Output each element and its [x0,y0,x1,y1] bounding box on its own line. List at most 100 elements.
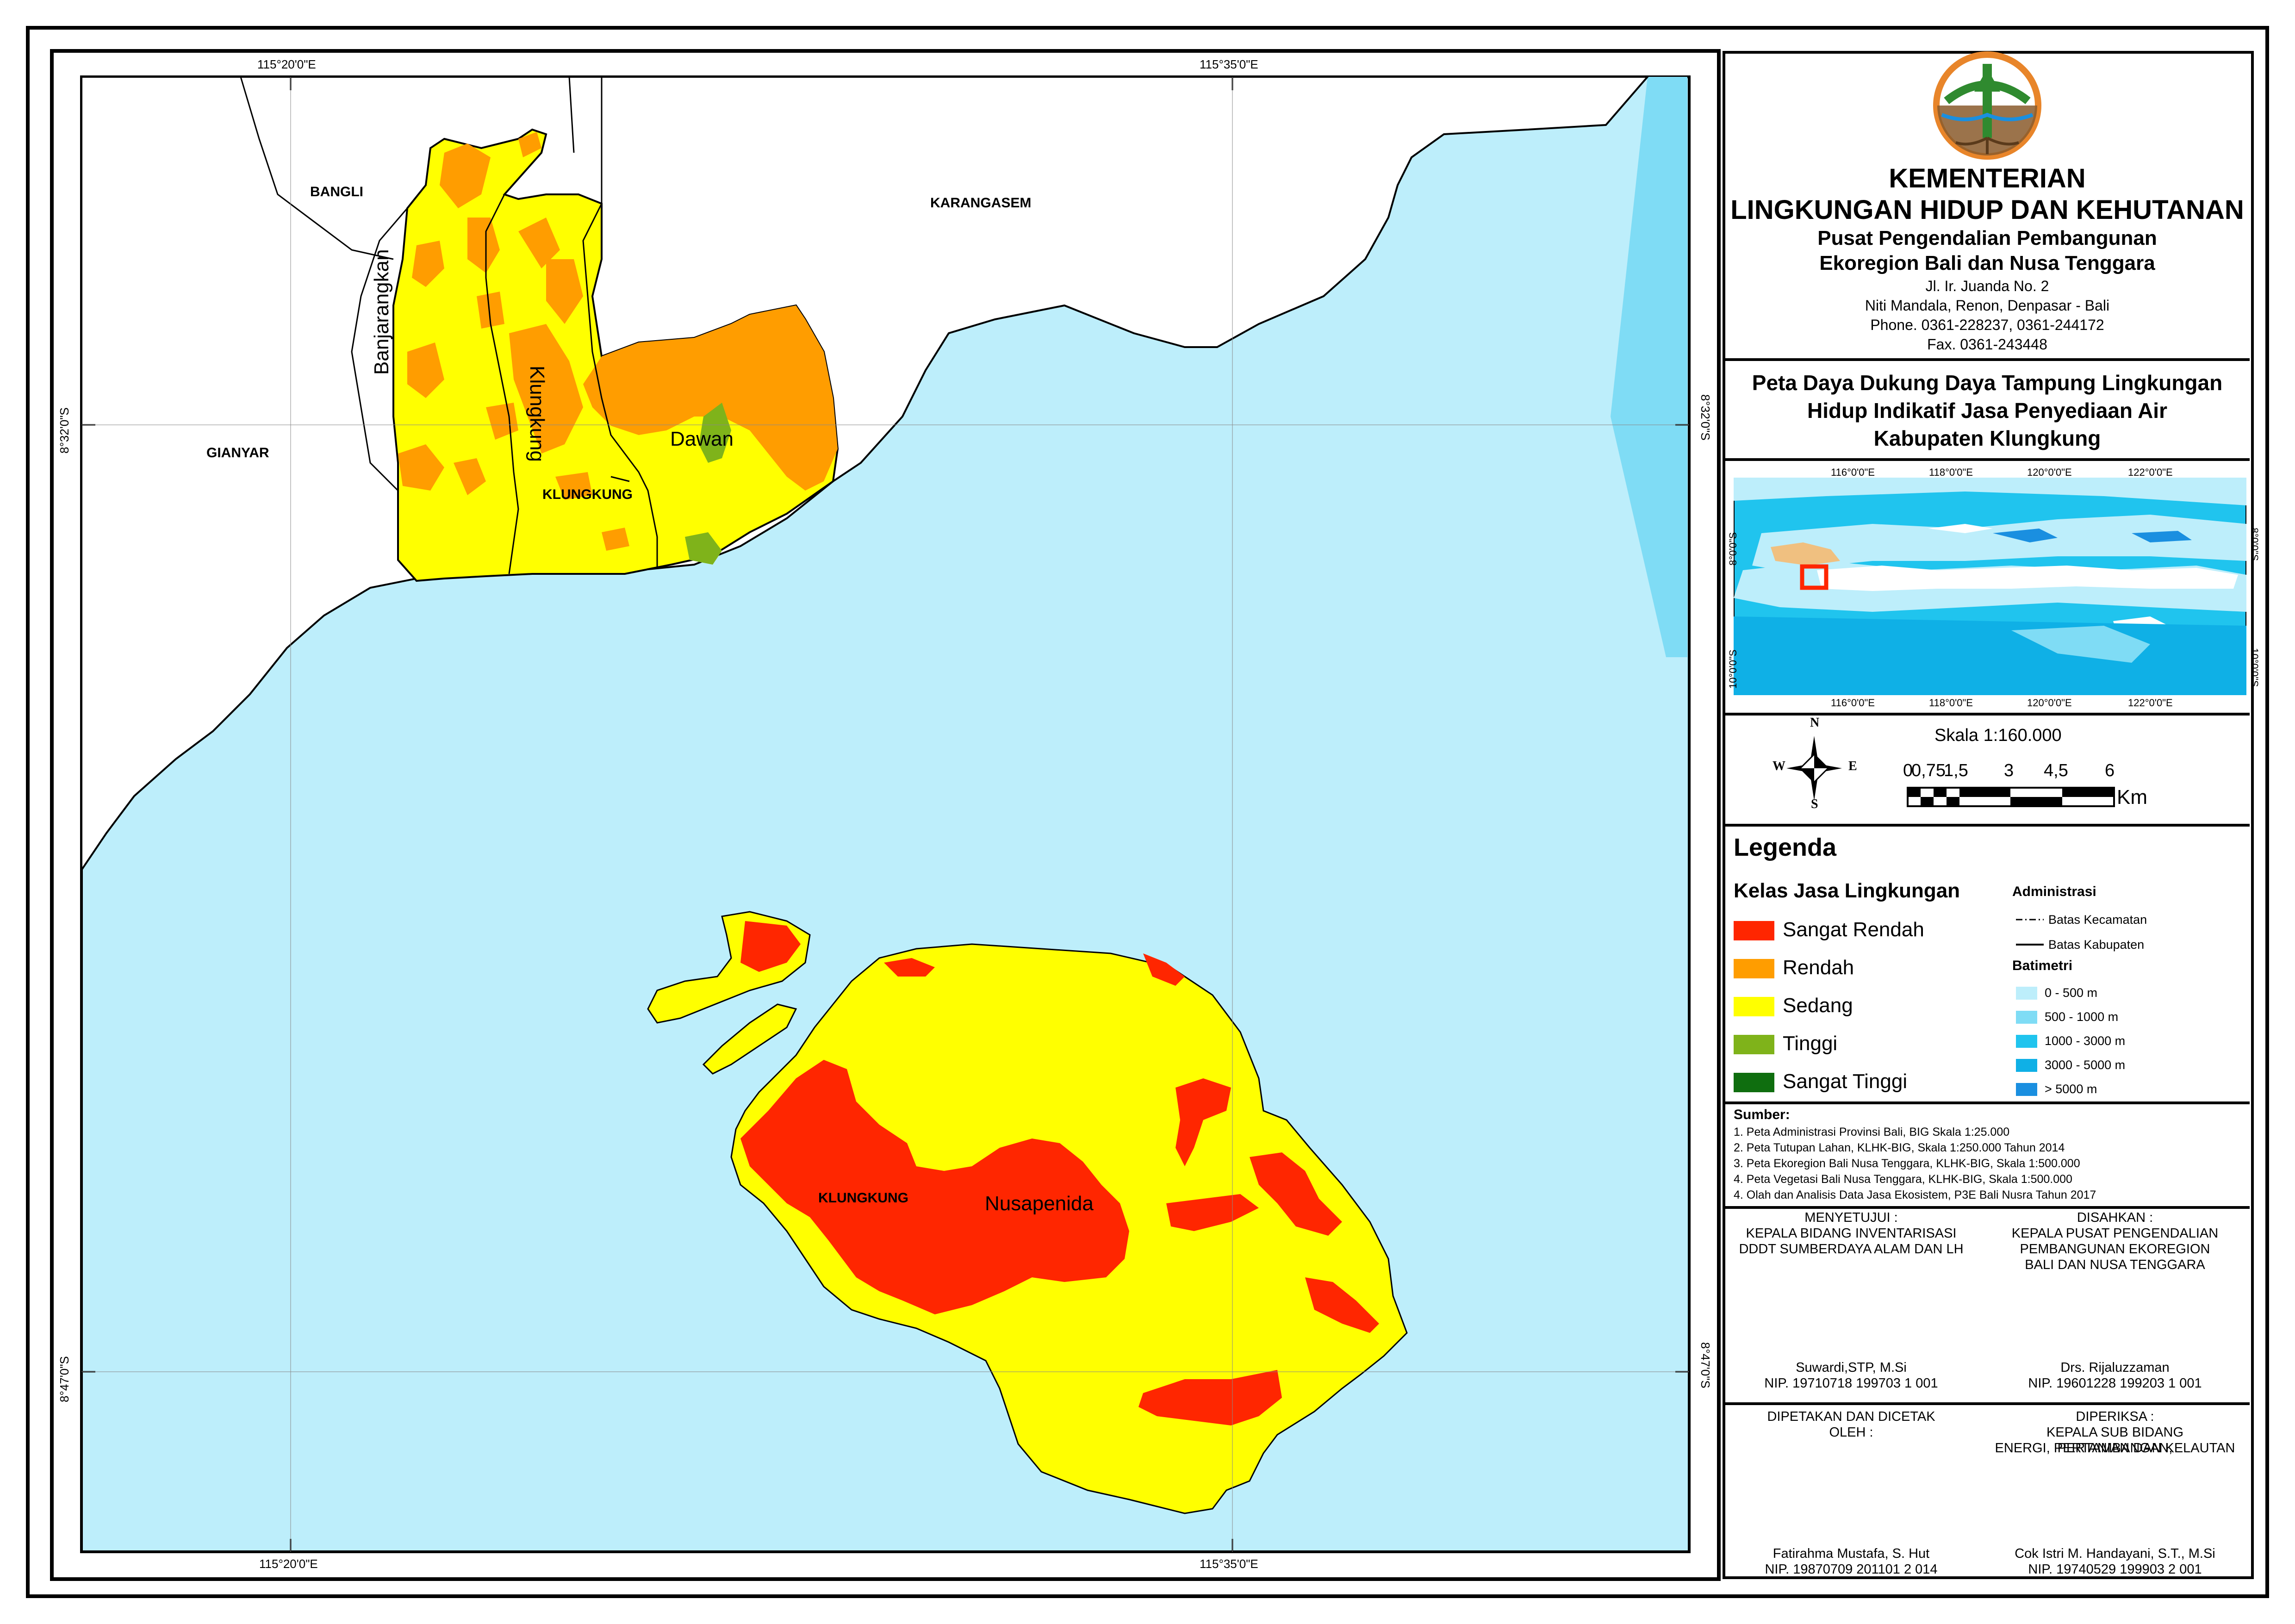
grid-lat-top-left: 8°32'0"S [57,407,71,454]
ratified-role2: PEMBANGUNAN EKOREGION [2020,1242,2210,1257]
label-karangasem: KARANGASEM [930,195,1032,211]
ministry-line1: KEMENTERIAN [1889,163,2086,193]
scale-tick-45: 4,5 [2044,761,2068,780]
source-item-3: 4. Peta Vegetasi Bali Nusa Tenggara, KLH… [1734,1173,2072,1186]
scale-tick-3: 3 [2004,761,2014,780]
divider [1725,358,2250,361]
mapped-nip: NIP. 19870709 201101 2 014 [1765,1562,1938,1577]
divider [1725,713,2250,716]
grid-lon-right-top: 115°35'0"E [1200,57,1258,71]
fax-line: Fax. 0361-243448 [1927,336,2047,353]
scale-unit: Km [2117,786,2147,809]
label-klungkung-regency-north: KLUNGKUNG [542,487,633,502]
grid-lat-top-right: 8°32'0"S [1698,394,1712,441]
legend-swatch-1 [1734,959,1774,978]
scale-tick-075: 0,75 [1911,761,1946,780]
mapped-label1: DIPETAKAN DAN DICETAK [1767,1409,1935,1424]
ratified-role1: KEPALA PUSAT PENGENDALIAN [2011,1226,2219,1241]
compass-e: E [1848,759,1857,773]
approved-nip: NIP. 19710718 199703 1 001 [1764,1376,1938,1391]
center-line2: Ekoregion Bali dan Nusa Tenggara [1819,252,2155,274]
source-item-4: 4. Olah dan Analisis Data Jasa Ekosistem… [1734,1188,2096,1201]
map-title-line3: Kabupaten Klungkung [1873,426,2101,450]
inset-lon-bottom-3: 120°0'0"E [2027,697,2072,709]
map-title-line1: Peta Daya Dukung Daya Tampung Lingkungan [1752,371,2223,395]
scale-tick-6: 6 [2105,761,2115,780]
legend-class-label-2: Sedang [1783,994,1853,1017]
checked-role1: KEPALA SUB BIDANG PERTAMBANGAN, [2046,1425,2184,1456]
label-bangli: BANGLI [310,184,363,199]
kecamatan-line-icon [2016,919,2044,921]
legend-class-title: Kelas Jasa Lingkungan [1734,879,1960,902]
grid-lat-bottom-left: 8°47'0"S [57,1356,71,1402]
inset-lat-right-2: 10°0'0"S [2249,648,2260,687]
north-arrow-icon [1786,736,1842,801]
grid-lon-right-bottom: 115°35'0"E [1200,1557,1258,1571]
label-gianyar: GIANYAR [206,445,269,460]
divider [1725,458,2250,461]
kecamatan-boundary [485,194,519,574]
source-item-1: 2. Peta Tutupan Lahan, KLHK-BIG, Skala 1… [1734,1141,2065,1154]
label-nusapenida: Nusapenida [985,1192,1094,1215]
label-klungkung-kecamatan: Klungkung [526,366,548,462]
legend-class-label-0: Sangat Rendah [1783,918,1924,941]
legend-title: Legenda [1734,834,1837,861]
inset-lat-right-1: 8°0'0"S [2249,528,2260,561]
grid-lon-left-bottom: 115°20'0"E [259,1557,318,1571]
approved-role2: DDDT SUMBERDAYA ALAM DAN LH [1739,1242,1964,1257]
checked-label: DIPERIKSA : [2076,1409,2154,1424]
legend-swatch-3 [1734,1035,1774,1054]
divider [1725,1206,2250,1209]
deep-water-area [1611,77,1687,657]
approved-label: MENYETUJUI : [1804,1210,1898,1225]
phone-line: Phone. 0361-228237, 0361-244172 [1870,317,2104,333]
divider [1725,1402,2250,1405]
scale-bar [1907,787,2115,807]
label-banjarangkan: Banjarangkan [370,249,393,375]
legend-class-label-4: Sangat Tinggi [1783,1070,1908,1093]
address-line2: Niti Mandala, Renon, Denpasar - Bali [1865,297,2110,314]
legend-bathy-title: Batimetri [2012,958,2073,973]
mapped-label2: OLEH : [1829,1425,1873,1440]
bathy-label-3: 3000 - 5000 m [2045,1058,2126,1072]
checked-nip: NIP. 19740529 199903 2 001 [2028,1562,2202,1577]
inset-map [1734,478,2246,695]
legend-swatch-0 [1734,921,1774,940]
ratified-name: Drs. Rijaluzzaman [2060,1360,2170,1375]
legend-batas-kabupaten: Batas Kabupaten [2048,938,2145,952]
approved-name: Suwardi,STP, M.Si [1796,1360,1907,1375]
klhk-logo [1933,51,2041,160]
divider [1725,1101,2250,1104]
bathy-label-0: 0 - 500 m [2045,986,2098,1000]
ratified-role3: BALI DAN NUSA TENGGARA [2025,1257,2205,1272]
bathy-label-1: 500 - 1000 m [2045,1010,2119,1024]
inset-lon-top-1: 116°0'0"E [1831,467,1875,478]
label-dawan: Dawan [670,428,734,450]
legend-admin-title: Administrasi [2012,884,2096,899]
bathy-swatch-1 [2016,1011,2037,1024]
scale-tick-0: 0 [1903,761,1913,780]
grid-lat-bottom-right: 8°47'0"S [1698,1342,1712,1388]
checked-role2: ENERGI, PERTANIAN DAN KELAUTAN [1995,1441,2235,1456]
approved-role1: KEPALA BIDANG INVENTARISASI [1746,1226,1957,1241]
nusa-ceningan [702,1003,797,1075]
inset-lon-bottom-2: 118°0'0"E [1929,697,1973,709]
legend-swatch-4 [1734,1073,1774,1092]
compass-n: N [1810,716,1820,730]
bathy-label-2: 1000 - 3000 m [2045,1034,2126,1048]
inset-lat-left-2: 10°0'0"S [1727,649,1739,689]
inset-lon-bottom-1: 116°0'0"E [1831,697,1875,709]
center-line1: Pusat Pengendalian Pembangunan [1817,227,2157,249]
dawan-tinggi-area [699,403,731,463]
ratified-label: DISAHKAN : [2077,1210,2153,1225]
bathy-swatch-3 [2016,1059,2037,1072]
inset-lat-left-1: 8°0'0"S [1727,532,1739,566]
sources-title: Sumber: [1734,1107,1790,1122]
nusapenida-sangat-rendah [740,1060,1129,1314]
compass-s: S [1811,797,1818,811]
grid-lon-left-top: 115°20'0"E [257,57,316,71]
label-klungkung-regency-south: KLUNGKUNG [818,1190,908,1206]
source-item-0: 1. Peta Administrasi Provinsi Bali, BIG … [1734,1126,2010,1139]
map-title-line2: Hidup Indikatif Jasa Penyediaan Air [1807,398,2167,423]
